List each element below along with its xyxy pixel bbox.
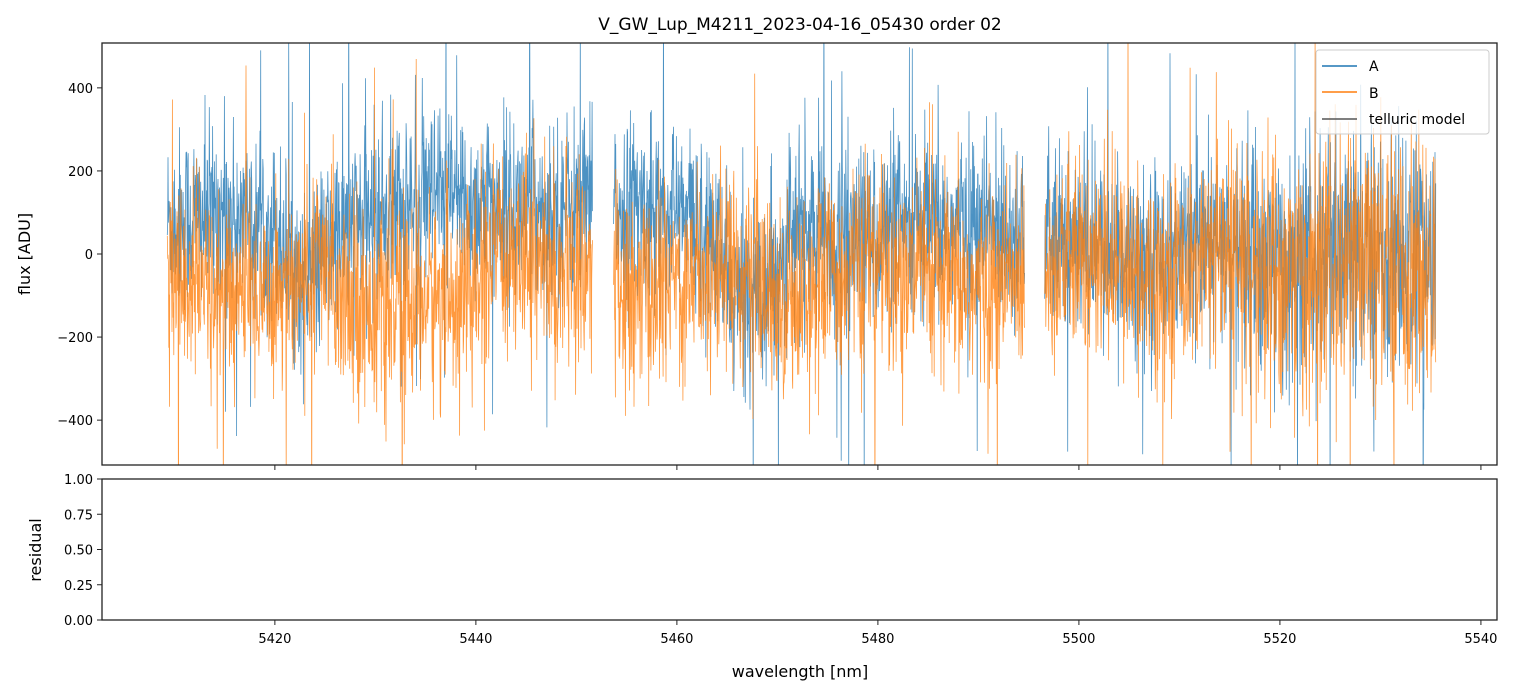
flux-ylabel: flux [ADU] [15, 213, 34, 295]
flux-y-tick-label: −400 [57, 414, 93, 429]
residual-axes-frame [101, 478, 1498, 621]
legend-label-telluric: telluric model [1369, 112, 1465, 128]
residual-y-tick-label: 0.00 [64, 614, 93, 629]
residual-y-tick-label: 0.50 [64, 544, 93, 559]
series-a-line [166, 43, 593, 437]
residual-ylabel: residual [26, 518, 45, 581]
x-tick-label: 5520 [1263, 632, 1296, 647]
series-b-line [1044, 43, 1437, 465]
x-tick-label: 5480 [861, 632, 894, 647]
residual-y-tick-label: 1.00 [64, 473, 93, 488]
flux-panel [166, 43, 1437, 465]
flux-y-tick-label: 200 [68, 165, 93, 180]
x-axis-label: wavelength [nm] [732, 662, 869, 681]
flux-y-tick-label: −200 [57, 331, 93, 346]
axes-ticks: 5420 5440 5460 5480 5500 5520 5540 400 200 0 −200 −… [57, 82, 1497, 647]
x-tick-label: 5420 [258, 632, 291, 647]
residual-y-tick-label: 0.25 [64, 579, 93, 594]
x-tick-label: 5540 [1464, 632, 1497, 647]
x-tick-label: 5440 [459, 632, 492, 647]
series-b-line [613, 73, 1025, 465]
legend-label-b: B [1369, 86, 1379, 102]
series-b-line [166, 58, 593, 465]
chart-title: V_GW_Lup_M4211_2023-04-16_05430 order 02 [598, 15, 1001, 35]
flux-y-tick-label: 400 [68, 82, 93, 97]
x-tick-label: 5460 [660, 632, 693, 647]
x-tick-label: 5500 [1062, 632, 1095, 647]
residual-y-tick-label: 0.75 [64, 508, 93, 523]
flux-y-tick-label: 0 [85, 248, 93, 263]
legend-label-a: A [1369, 59, 1379, 75]
legend: A B telluric model [1315, 49, 1490, 135]
